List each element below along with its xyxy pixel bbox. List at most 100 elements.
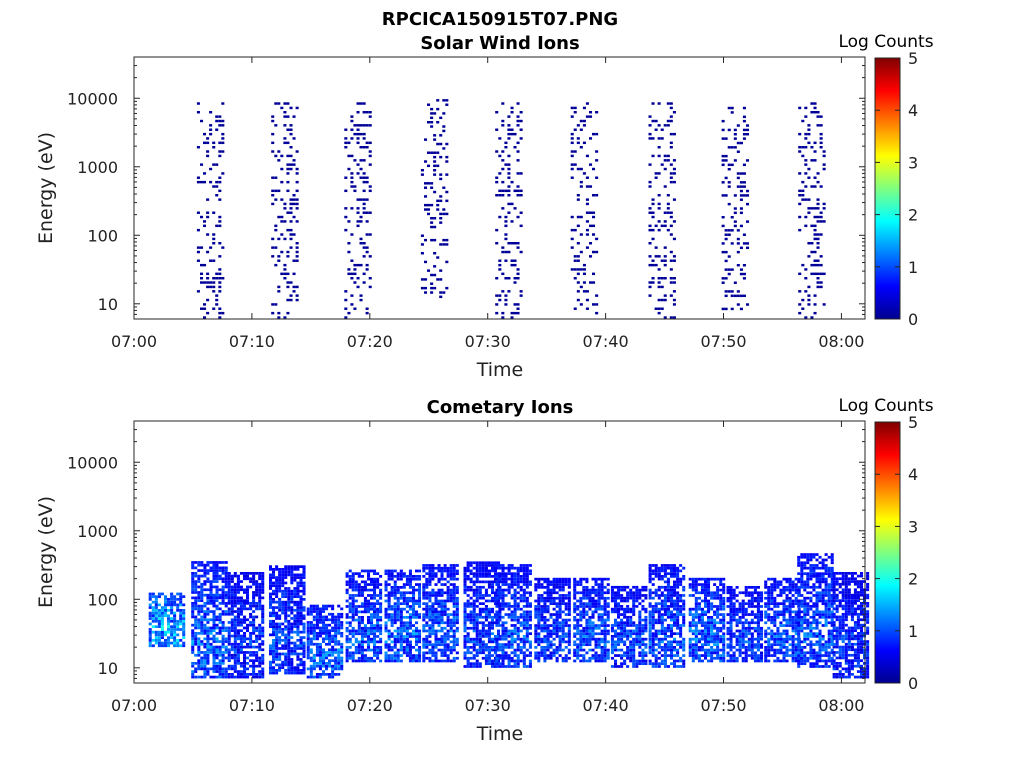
heatmap-cell bbox=[591, 624, 595, 627]
heatmap-cell bbox=[233, 604, 237, 608]
heatmap-cell bbox=[215, 563, 219, 567]
heatmap-cell bbox=[433, 238, 437, 242]
heatmap-cell bbox=[555, 610, 559, 614]
heatmap-cell bbox=[522, 626, 526, 630]
heatmap-cell bbox=[215, 577, 219, 581]
heatmap-cell bbox=[434, 613, 438, 616]
heatmap-cell bbox=[501, 605, 505, 608]
heatmap-cell bbox=[258, 604, 262, 608]
heatmap-cell bbox=[290, 611, 294, 615]
heatmap-cell bbox=[498, 610, 502, 614]
heatmap-cell bbox=[507, 583, 511, 586]
heatmap-cell bbox=[522, 564, 526, 567]
heatmap-cell bbox=[600, 605, 604, 608]
heatmap-cell bbox=[484, 632, 488, 636]
heatmap-cell bbox=[197, 659, 201, 663]
heatmap-cell bbox=[322, 662, 326, 665]
heatmap-cell bbox=[227, 648, 231, 652]
heatmap-cell bbox=[379, 648, 383, 652]
heatmap-cell bbox=[519, 290, 523, 293]
heatmap-cell bbox=[439, 212, 443, 216]
heatmap-cell bbox=[510, 180, 514, 184]
heatmap-cell bbox=[194, 582, 198, 586]
heatmap-cell bbox=[746, 194, 750, 197]
heatmap-cell bbox=[331, 645, 335, 649]
heatmap-cell bbox=[813, 215, 817, 219]
heatmap-cell bbox=[402, 640, 406, 644]
heatmap-cell bbox=[472, 566, 476, 570]
heatmap-cell bbox=[322, 659, 326, 663]
heatmap-cell bbox=[230, 634, 234, 638]
heatmap-cell bbox=[617, 626, 621, 630]
heatmap-cell bbox=[239, 588, 243, 592]
heatmap-cell bbox=[498, 635, 502, 638]
heatmap-cell bbox=[487, 569, 491, 573]
burst-2 bbox=[271, 102, 299, 319]
heatmap-cell bbox=[431, 632, 435, 636]
heatmap-cell bbox=[558, 580, 562, 584]
heatmap-cell bbox=[822, 272, 826, 276]
heatmap-cell bbox=[309, 656, 313, 660]
heatmap-cell bbox=[446, 621, 450, 625]
heatmap-cell bbox=[206, 298, 210, 302]
heatmap-cell bbox=[295, 189, 299, 193]
heatmap-cell bbox=[227, 593, 231, 597]
heatmap-cell bbox=[513, 259, 517, 262]
heatmap-cell bbox=[528, 626, 532, 630]
heatmap-cell bbox=[475, 615, 479, 619]
heatmap-cell bbox=[504, 298, 508, 302]
heatmap-cell bbox=[299, 658, 303, 661]
heatmap-cell bbox=[362, 111, 366, 114]
heatmap-cell bbox=[654, 128, 658, 131]
heatmap-cell bbox=[331, 634, 335, 638]
heatmap-cell bbox=[564, 654, 568, 657]
heatmap-cell bbox=[431, 602, 435, 606]
heatmap-cell bbox=[648, 228, 652, 232]
heatmap-cell bbox=[433, 169, 437, 172]
heatmap-cell bbox=[579, 580, 583, 584]
heatmap-cell bbox=[299, 614, 303, 618]
heatmap-cell bbox=[610, 629, 614, 633]
heatmap-cell bbox=[798, 106, 802, 110]
heatmap-cell bbox=[281, 595, 285, 599]
heatmap-cell bbox=[370, 640, 374, 644]
heatmap-cell bbox=[424, 195, 428, 198]
heatmap-cell bbox=[227, 651, 231, 654]
heatmap-cell bbox=[484, 648, 488, 652]
heatmap-cell bbox=[443, 564, 447, 567]
heatmap-cell bbox=[387, 605, 391, 608]
heatmap-cell bbox=[528, 662, 532, 666]
heatmap-cell bbox=[412, 596, 416, 600]
heatmap-cell bbox=[334, 626, 338, 630]
heatmap-cell bbox=[446, 575, 450, 578]
heatmap-cell bbox=[495, 621, 499, 625]
heatmap-cell bbox=[365, 146, 369, 149]
heatmap-cell bbox=[498, 615, 502, 619]
heatmap-cell bbox=[277, 255, 281, 258]
heatmap-cell bbox=[390, 594, 394, 597]
heatmap-cell bbox=[348, 629, 352, 633]
heatmap-cell bbox=[582, 635, 586, 638]
heatmap-cell bbox=[415, 654, 419, 657]
heatmap-cell bbox=[519, 607, 523, 611]
heatmap-cell bbox=[367, 618, 371, 622]
heatmap-cell bbox=[603, 596, 607, 600]
heatmap-cell bbox=[588, 594, 592, 597]
heatmap-cell bbox=[293, 652, 297, 656]
heatmap-cell bbox=[591, 596, 595, 600]
heatmap-cell bbox=[742, 133, 746, 136]
heatmap-cell bbox=[399, 659, 403, 663]
heatmap-cell bbox=[487, 648, 491, 652]
heatmap-cell bbox=[433, 138, 437, 141]
heatmap-cell bbox=[552, 607, 556, 611]
heatmap-cell bbox=[215, 580, 219, 583]
heatmap-cell bbox=[742, 185, 746, 188]
heatmap-cell bbox=[576, 599, 580, 603]
heatmap-cell bbox=[431, 577, 435, 581]
heatmap-cell bbox=[431, 618, 435, 622]
heatmap-cell bbox=[261, 662, 265, 665]
heatmap-cell bbox=[157, 595, 161, 599]
heatmap-cell bbox=[379, 575, 383, 578]
heatmap-cell bbox=[445, 199, 449, 203]
heatmap-cell bbox=[182, 617, 186, 620]
